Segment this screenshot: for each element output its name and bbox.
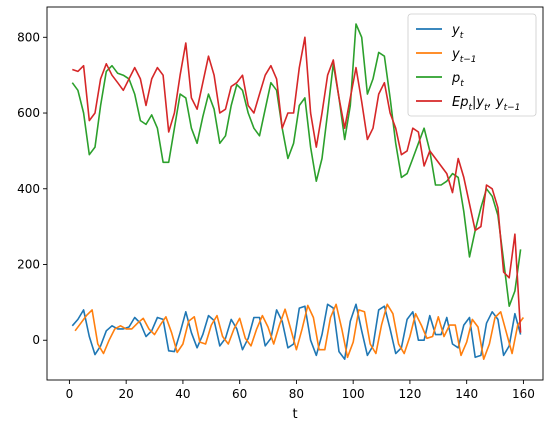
y-tick-label: 400 [17,182,40,196]
x-axis: 0 20 40 60 80 100 120 140 160 [66,380,535,401]
x-tick-label: 120 [398,387,421,401]
x-tick-label: 60 [232,387,247,401]
y-tick-label: 0 [32,333,40,347]
x-tick-label: 160 [512,387,535,401]
x-axis-label: t [292,407,297,422]
x-tick-label: 140 [455,387,478,401]
y-tick-label: 800 [17,30,40,44]
legend-label: Ept|yt, yt−1 [452,95,520,113]
legend-label: yt [451,23,464,41]
x-tick-label: 100 [342,387,365,401]
legend: yt yt−1 pt Ept|yt, yt−1 [407,13,537,117]
y-tick-label: 200 [17,258,40,272]
x-tick-label: 80 [289,387,304,401]
series-line-2 [74,303,525,361]
series-line-1 [71,303,522,361]
x-tick-label: 0 [66,387,74,401]
series-line-4 [72,36,522,333]
series-line-3 [71,23,522,308]
x-tick-label: 20 [119,387,134,401]
legend-label: yt−1 [451,47,477,65]
legend-frame [407,13,537,117]
y-axis: 0 200 400 600 800 [17,30,47,347]
legend-label: pt [451,71,464,89]
x-tick-label: 40 [175,387,190,401]
y-tick-label: 600 [17,106,40,120]
series-layer [71,23,525,361]
